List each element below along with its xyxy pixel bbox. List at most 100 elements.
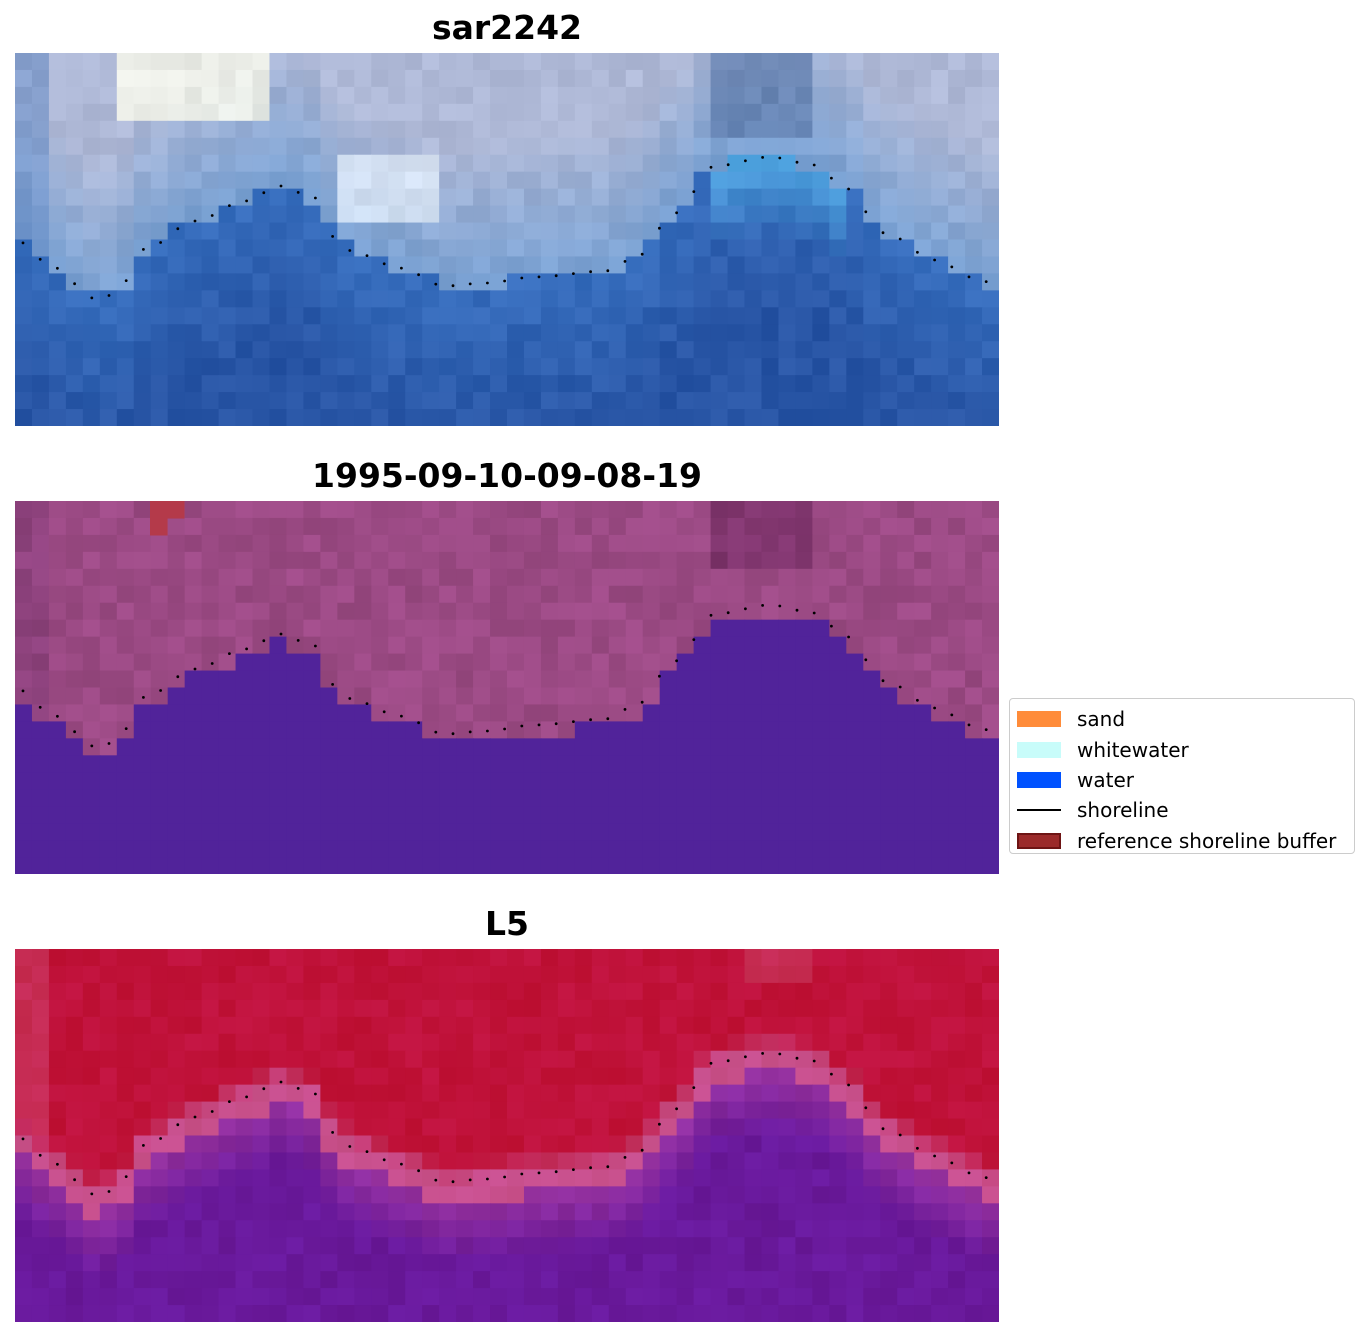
image-pixel [218,409,237,426]
index-pixel [863,1254,881,1272]
image-pixel [337,392,355,410]
image-pixel [473,290,491,308]
index-pixel [320,1305,338,1322]
classified-pixel [625,721,644,739]
index-pixel [150,1118,169,1137]
index-pixel [761,1067,780,1086]
image-pixel [48,205,67,224]
image-pixel [761,392,780,410]
index-pixel [150,949,169,967]
index-pixel [48,949,67,967]
image-pixel [490,137,508,156]
index-pixel [201,1271,220,1289]
image-pixel [625,290,644,308]
index-pixel [99,999,118,1018]
index-pixel [880,1220,898,1238]
classified-pixel [676,636,695,655]
classified-pixel [727,857,746,874]
classified-pixel [507,619,525,638]
index-pixel [727,1084,746,1103]
image-pixel [490,290,508,308]
legend-item-reference-buffer: reference shoreline buffer [1017,826,1354,856]
index-pixel [795,1169,813,1187]
index-pixel [540,1033,559,1052]
index-pixel [710,1305,729,1322]
index-pixel [812,1050,830,1069]
image-pixel [778,239,797,258]
classified-pixel [965,585,983,604]
index-pixel [744,1084,763,1103]
index-pixel [218,1288,237,1306]
index-pixel [405,1050,423,1069]
shoreline-point [417,721,420,725]
index-pixel [523,1186,542,1204]
image-pixel [116,171,135,190]
index-pixel [65,999,84,1018]
image-pixel [490,324,508,342]
image-pixel [405,205,423,224]
image-pixel [914,137,932,156]
shoreline-point [520,1172,524,1176]
index-pixel [693,1237,712,1255]
index-pixel [507,949,525,967]
classified-pixel [574,653,593,672]
shoreline-point [520,276,524,280]
classified-pixel [982,670,999,689]
classified-pixel [201,687,220,706]
image-pixel [15,324,33,342]
shoreline-point [434,730,438,734]
classified-pixel [269,738,288,756]
image-pixel [676,341,695,359]
classified-pixel [507,636,525,655]
image-pixel [371,222,389,241]
image-pixel [405,409,423,426]
classified-pixel [269,534,288,553]
image-pixel [31,239,50,258]
index-pixel [133,949,152,967]
index-pixel [473,1033,491,1052]
classified-pixel [727,619,746,638]
classified-pixel [829,704,847,722]
index-pixel [727,1135,746,1154]
image-pixel [167,103,186,122]
classified-pixel [15,517,33,536]
index-pixel [540,1305,559,1322]
classified-pixel [880,653,898,672]
index-pixel [337,1067,355,1086]
classified-pixel [422,501,440,519]
index-image-svg [15,949,999,1322]
image-pixel [320,205,338,224]
index-pixel [676,1237,695,1255]
shoreline-point [142,1144,145,1147]
index-pixel [320,1237,338,1255]
index-pixel [456,1169,474,1187]
index-pixel [320,1152,338,1170]
classified-pixel [167,738,186,756]
classified-pixel [710,585,729,604]
image-pixel [218,53,237,71]
classified-pixel [710,840,729,858]
classified-pixel [490,857,508,874]
index-pixel [82,1084,101,1103]
index-pixel [880,1288,898,1306]
index-pixel [778,1305,797,1322]
classified-pixel [218,755,237,773]
image-pixel [269,137,288,156]
image-pixel [456,86,474,105]
image-pixel [405,375,423,393]
image-pixel [235,205,254,224]
image-pixel [778,86,797,105]
classified-pixel [116,534,135,553]
image-pixel [31,171,50,190]
classified-pixel [48,721,67,739]
image-pixel [422,188,440,207]
classified-pixel [31,755,50,773]
classified-pixel [727,501,746,519]
shoreline-point [228,652,231,655]
image-pixel [507,324,525,342]
image-pixel [659,341,678,359]
image-pixel [846,137,864,156]
image-pixel [99,103,118,122]
classified-pixel [676,857,695,874]
classified-pixel [523,619,542,638]
